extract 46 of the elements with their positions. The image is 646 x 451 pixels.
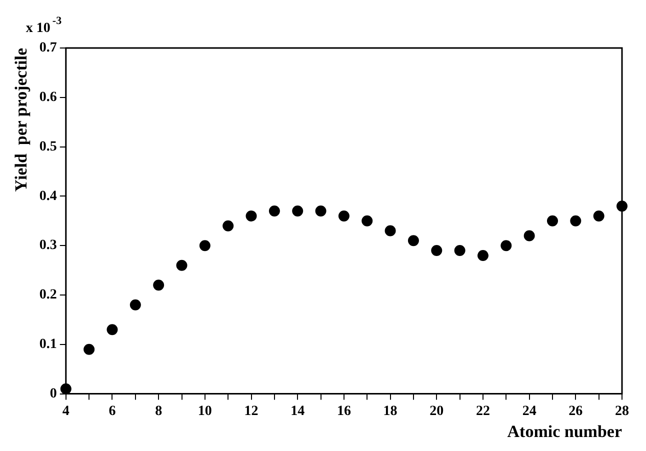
- point: [408, 235, 419, 246]
- x-tick-label: 4: [62, 404, 70, 419]
- point: [546, 215, 558, 226]
- y-tick-label: 0.6: [39, 90, 57, 106]
- point: [570, 215, 582, 226]
- x-tick-label: 10: [198, 404, 212, 419]
- point: [106, 324, 118, 336]
- point: [454, 245, 466, 256]
- point: [222, 220, 234, 232]
- point: [431, 245, 442, 256]
- x-tick-label: 8: [155, 404, 162, 419]
- y-tick-label: 0.2: [39, 288, 57, 303]
- point: [130, 299, 141, 310]
- point: [477, 250, 488, 261]
- x-tick-label: 26: [568, 404, 583, 419]
- y-axis-title: Yield per projectile: [12, 48, 31, 192]
- y-tick-label: 0.1: [39, 337, 57, 352]
- point: [268, 206, 280, 217]
- point: [500, 240, 512, 252]
- y-tick-label: 0.3: [39, 238, 57, 254]
- point: [84, 344, 95, 355]
- x-tick-label: 20: [430, 404, 444, 419]
- x-tick-label: 6: [108, 404, 116, 419]
- x-tick-label: 16: [336, 404, 351, 419]
- y-tick-label: 0.4: [39, 188, 57, 204]
- point: [199, 240, 210, 252]
- y-tick-label: 0.5: [39, 139, 57, 154]
- point: [153, 280, 164, 291]
- point: [384, 225, 396, 236]
- point: [593, 210, 604, 222]
- point: [315, 206, 326, 217]
- point: [524, 230, 535, 242]
- point: [176, 260, 188, 271]
- x-tick-label: 22: [476, 404, 490, 419]
- x-axis-title: Atomic number: [507, 422, 622, 442]
- point: [246, 210, 257, 222]
- x-tick-label: 28: [615, 404, 629, 419]
- x-tick-label: 14: [290, 404, 305, 419]
- point: [362, 215, 373, 226]
- point: [338, 210, 350, 222]
- y-tick-label: 0.7: [39, 40, 57, 56]
- x-tick-label: 18: [383, 404, 398, 419]
- point: [292, 206, 304, 217]
- y-tick-label: 0: [50, 386, 57, 402]
- x-tick-label: 12: [244, 404, 258, 419]
- x-tick-label: 24: [522, 404, 536, 419]
